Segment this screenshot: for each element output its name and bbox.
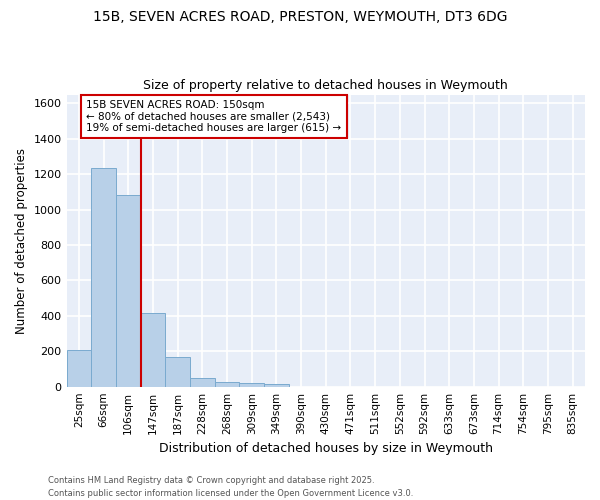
Text: 15B, SEVEN ACRES ROAD, PRESTON, WEYMOUTH, DT3 6DG: 15B, SEVEN ACRES ROAD, PRESTON, WEYMOUTH… xyxy=(93,10,507,24)
Y-axis label: Number of detached properties: Number of detached properties xyxy=(15,148,28,334)
Bar xyxy=(165,356,190,386)
Text: 15B SEVEN ACRES ROAD: 150sqm
← 80% of detached houses are smaller (2,543)
19% of: 15B SEVEN ACRES ROAD: 150sqm ← 80% of de… xyxy=(86,100,341,133)
Title: Size of property relative to detached houses in Weymouth: Size of property relative to detached ho… xyxy=(143,79,508,92)
Bar xyxy=(215,382,239,386)
Bar xyxy=(140,313,165,386)
Bar xyxy=(116,196,140,386)
X-axis label: Distribution of detached houses by size in Weymouth: Distribution of detached houses by size … xyxy=(159,442,493,455)
Bar xyxy=(190,378,215,386)
Bar xyxy=(239,383,264,386)
Text: Contains HM Land Registry data © Crown copyright and database right 2025.
Contai: Contains HM Land Registry data © Crown c… xyxy=(48,476,413,498)
Bar xyxy=(91,168,116,386)
Bar xyxy=(264,384,289,386)
Bar xyxy=(67,350,91,386)
